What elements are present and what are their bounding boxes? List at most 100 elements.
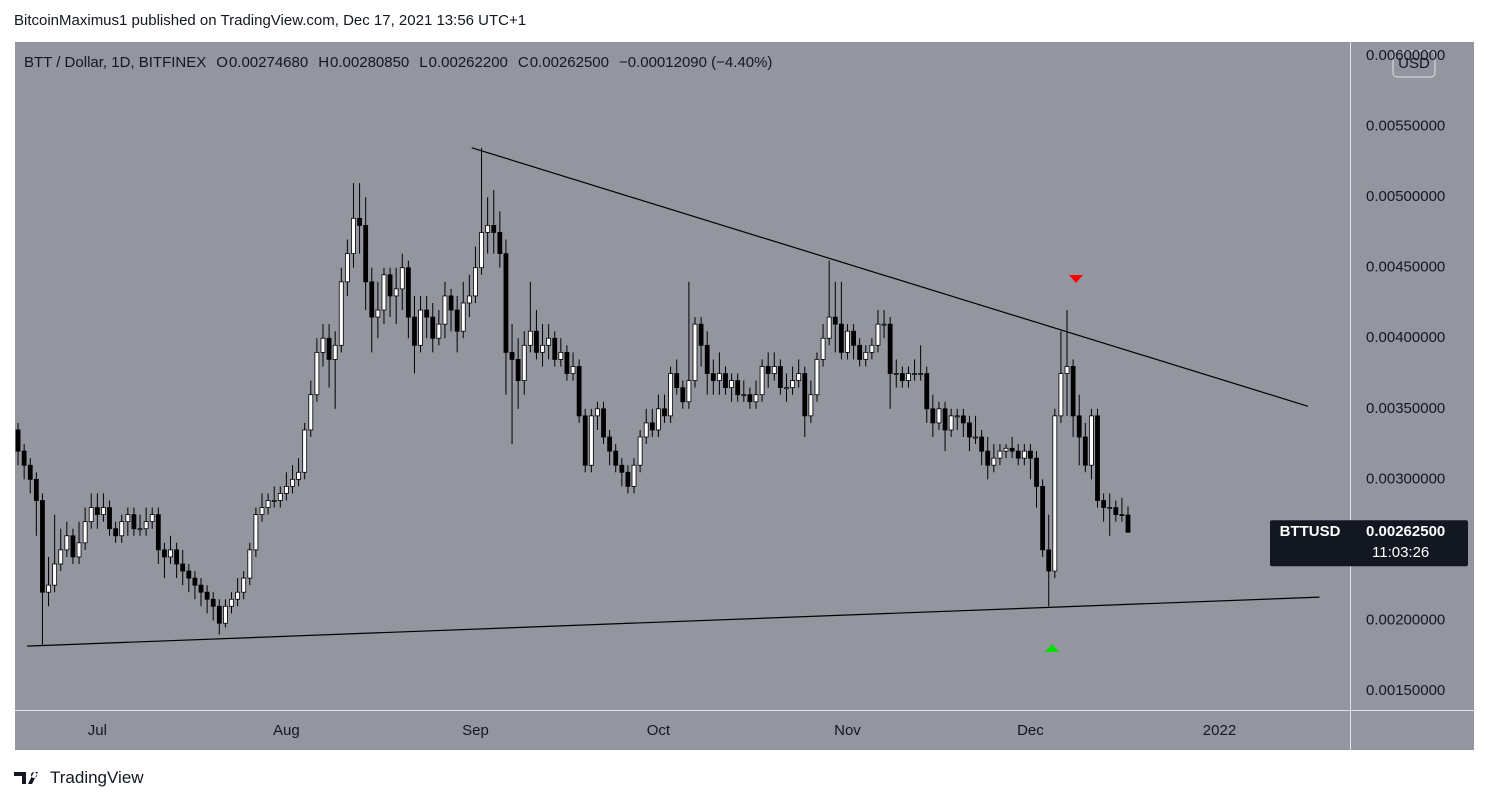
candle-body bbox=[204, 591, 210, 600]
candle-body bbox=[936, 408, 942, 424]
candle-body bbox=[924, 373, 930, 410]
candle-body bbox=[869, 344, 875, 353]
candle-body bbox=[515, 359, 521, 381]
candle-body bbox=[46, 584, 51, 593]
candle-body bbox=[314, 351, 320, 396]
candle-body bbox=[357, 217, 362, 226]
candle-body bbox=[344, 253, 350, 283]
candle-body bbox=[552, 337, 558, 360]
brand-logo bbox=[14, 772, 38, 784]
candle-body bbox=[845, 330, 850, 353]
candle-body bbox=[101, 507, 106, 516]
candle-body bbox=[436, 323, 442, 339]
candle-body bbox=[131, 514, 137, 530]
candle-body bbox=[454, 309, 460, 332]
candle-body bbox=[838, 323, 844, 353]
candle-body bbox=[363, 225, 369, 283]
ohlc-key: L bbox=[419, 54, 428, 71]
candle-body bbox=[479, 232, 484, 269]
x-tick-label: Sep bbox=[462, 722, 489, 739]
currency-button[interactable] bbox=[1392, 50, 1436, 78]
candle-body bbox=[259, 507, 265, 516]
candle-body bbox=[765, 366, 771, 374]
candle-body bbox=[162, 549, 167, 558]
candle-body bbox=[180, 563, 186, 572]
candle-body bbox=[265, 500, 271, 508]
candle-body bbox=[247, 549, 253, 579]
candle-body bbox=[509, 351, 515, 360]
price-tag-countdown: 11:03:26 bbox=[1372, 544, 1429, 561]
x-tick-label: Nov bbox=[834, 722, 861, 739]
candle-body bbox=[912, 373, 917, 375]
candle-body bbox=[375, 309, 381, 318]
candle-body bbox=[442, 295, 448, 325]
candle-body bbox=[595, 408, 600, 417]
candle-body bbox=[430, 316, 436, 339]
candle-body bbox=[649, 422, 655, 431]
candle-body bbox=[27, 464, 33, 480]
x-tick-label: Aug bbox=[273, 722, 300, 739]
candle-body bbox=[399, 267, 405, 290]
price-tag-price: 0.00262500 bbox=[1366, 523, 1445, 540]
candle-body bbox=[412, 316, 417, 346]
ohlc-key: H bbox=[318, 54, 330, 71]
candle-body bbox=[558, 351, 564, 360]
candle-body bbox=[460, 302, 466, 332]
candle-body bbox=[113, 528, 119, 537]
candle-body bbox=[253, 514, 259, 551]
candle-body bbox=[1021, 450, 1027, 459]
candle-body bbox=[1015, 450, 1021, 459]
candle-body bbox=[387, 274, 393, 297]
candle-body bbox=[125, 514, 131, 523]
candle-body bbox=[643, 422, 649, 438]
candle-body bbox=[119, 521, 125, 537]
x-tick-label: Oct bbox=[647, 722, 671, 739]
candle-body bbox=[790, 380, 795, 389]
candle-body bbox=[40, 500, 45, 593]
candle-body bbox=[1046, 549, 1052, 572]
candle-body bbox=[503, 253, 509, 353]
candle-body bbox=[601, 408, 606, 438]
candle-body bbox=[424, 309, 430, 318]
candle-body bbox=[881, 323, 887, 326]
candle-body bbox=[540, 344, 545, 353]
candle-body bbox=[546, 337, 552, 346]
candle-body bbox=[1101, 500, 1107, 508]
candle-body bbox=[985, 450, 991, 466]
candle-body bbox=[1076, 415, 1082, 438]
candle-body bbox=[613, 450, 619, 466]
candle-body bbox=[466, 295, 472, 304]
candle-body bbox=[277, 493, 283, 501]
candle-body bbox=[704, 344, 710, 374]
candle-body bbox=[948, 415, 954, 431]
candle-body bbox=[168, 549, 173, 558]
candle-body bbox=[759, 366, 765, 396]
candle-body bbox=[521, 344, 527, 381]
candle-body bbox=[619, 464, 625, 473]
candle-body bbox=[1070, 366, 1076, 417]
candle-body bbox=[656, 408, 661, 431]
candle-body bbox=[332, 344, 338, 360]
candle-body bbox=[906, 373, 911, 381]
candle-body bbox=[954, 415, 960, 418]
y-tick-label: 0.00500000 bbox=[1366, 188, 1445, 205]
candle-body bbox=[887, 323, 893, 374]
candle-body bbox=[290, 478, 295, 487]
currency-label[interactable]: USD bbox=[1398, 55, 1430, 72]
y-tick-label: 0.00400000 bbox=[1366, 329, 1445, 346]
candle-body bbox=[857, 344, 863, 360]
candle-body bbox=[741, 394, 747, 397]
candle-body bbox=[588, 415, 594, 466]
candle-body bbox=[918, 373, 924, 375]
candle-body bbox=[1113, 507, 1119, 516]
y-tick-label: 0.00150000 bbox=[1366, 682, 1445, 699]
y-tick-label: 0.00450000 bbox=[1366, 259, 1445, 276]
candle-body bbox=[198, 584, 204, 593]
candle-body bbox=[686, 380, 692, 403]
candle-body bbox=[326, 337, 332, 360]
ohlc-key: C bbox=[517, 54, 529, 71]
candle-body bbox=[576, 366, 582, 417]
candle-body bbox=[137, 528, 143, 531]
candle-body bbox=[1089, 415, 1094, 466]
